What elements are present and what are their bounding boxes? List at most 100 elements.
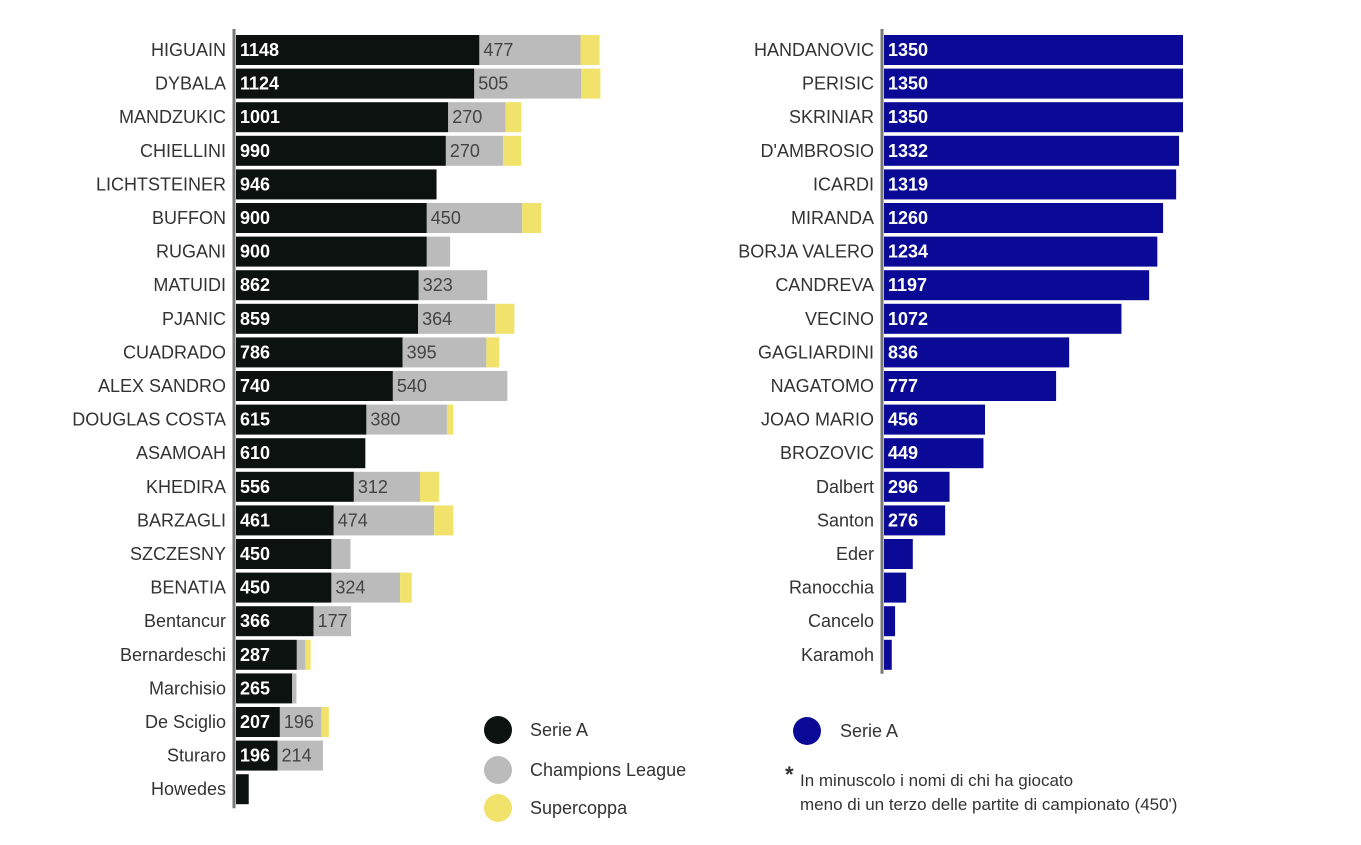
- juve-value-serie-a-alex-sandro: 740: [240, 376, 270, 396]
- juve-bar-champions-league-rugani: [426, 236, 451, 267]
- juve-value-champions-league-chiellini: 270: [450, 141, 480, 161]
- juve-value-serie-a-bentancur: 366: [240, 611, 270, 631]
- juve-bar-champions-league-higuain: [479, 35, 581, 65]
- inter-label-nagatomo: NAGATOMO: [771, 376, 874, 396]
- juve-value-serie-a-szczesny: 450: [240, 544, 270, 564]
- legend-swatch-supercoppa: [484, 794, 512, 822]
- inter-bar-serie-a-karamoh: [884, 639, 892, 670]
- inter-label-d-ambrosio: D'AMBROSIO: [761, 141, 874, 161]
- juve-value-champions-league-bentancur: 177: [318, 611, 348, 631]
- inter-value-serie-a-candreva: 1197: [888, 275, 927, 295]
- legend-right: Serie A: [793, 717, 898, 745]
- juve-value-champions-league-khedira: 312: [358, 477, 388, 497]
- legend-label-supercoppa: Supercoppa: [530, 798, 628, 818]
- juve-value-serie-a-buffon: 900: [240, 208, 270, 228]
- inter-label-vecino: VECINO: [805, 309, 874, 329]
- inter-value-serie-a-dalbert: 296: [888, 477, 918, 497]
- juve-value-serie-a-bernardeschi: 287: [240, 645, 270, 665]
- juve-value-serie-a-matuidi: 862: [240, 275, 270, 295]
- inter-bar-serie-a-nagatomo: [884, 371, 1057, 401]
- juve-label-howedes: Howedes: [151, 779, 226, 799]
- inter-value-serie-a-miranda: 1260: [888, 208, 928, 228]
- juve-bar-serie-a-mandzukic: [236, 102, 449, 133]
- juve-bar-serie-a-pjanic: [236, 303, 419, 334]
- juve-bar-serie-a-lichtsteiner: [236, 169, 437, 200]
- juve-label-dybala: DYBALA: [155, 74, 226, 94]
- juve-value-champions-league-sturaro: 214: [282, 746, 312, 766]
- inter-value-serie-a-icardi: 1319: [888, 174, 928, 194]
- inter-bar-serie-a-ranocchia: [884, 572, 907, 603]
- inter-bar-serie-a-cancelo: [884, 606, 896, 637]
- inter-value-serie-a-santon: 276: [888, 510, 918, 530]
- legend-swatch-serie-a: [484, 716, 512, 744]
- juve-bar-champions-league-douglas-costa: [366, 404, 447, 435]
- juve-bar-champions-league-matuidi: [418, 270, 488, 301]
- inter-bar-serie-a-borja-valero: [884, 236, 1158, 267]
- juve-value-champions-league-barzagli: 474: [338, 510, 368, 530]
- juve-bar-supercoppa-dybala: [581, 68, 601, 99]
- juve-label-benatia: BENATIA: [150, 578, 226, 598]
- inter-label-cancelo: Cancelo: [808, 611, 874, 631]
- inter-value-serie-a-nagatomo: 777: [888, 376, 918, 396]
- juve-value-champions-league-dybala: 505: [478, 74, 508, 94]
- juve-value-serie-a-douglas-costa: 615: [240, 410, 270, 430]
- inter-label-karamoh: Karamoh: [801, 645, 874, 665]
- juve-value-champions-league-pjanic: 364: [422, 309, 452, 329]
- juve-bar-champions-league-bentancur: [313, 606, 352, 637]
- inter-label-eder: Eder: [836, 544, 874, 564]
- juve-bar-champions-league-khedira: [353, 471, 421, 502]
- juve-bar-champions-league-mandzukic: [448, 102, 506, 133]
- juve-bar-serie-a-szczesny: [236, 539, 332, 569]
- juve-value-serie-a-de-sciglio: 207: [240, 712, 270, 732]
- inter-value-serie-a-vecino: 1072: [888, 309, 928, 329]
- juve-value-serie-a-benatia: 450: [240, 578, 270, 598]
- juve-bar-supercoppa-cuadrado: [486, 337, 500, 368]
- juve-bar-serie-a-rugani: [236, 236, 427, 267]
- footnote-line-1: In minuscolo i nomi di chi ha giocato: [800, 771, 1073, 790]
- juve-bar-supercoppa-barzagli: [434, 505, 454, 536]
- juve-value-champions-league-douglas-costa: 380: [370, 410, 400, 430]
- inter-label-candreva: CANDREVA: [775, 275, 874, 295]
- juve-bar-serie-a-buffon: [236, 203, 427, 233]
- juve-bar-champions-league-bernardeschi: [296, 639, 306, 670]
- inter-label-santon: Santon: [817, 510, 874, 530]
- juve-value-champions-league-alex-sandro: 540: [397, 376, 427, 396]
- juve-bar-champions-league-benatia: [331, 572, 401, 603]
- juventus-minutes-chart: HIGUAIN 1148 477 DYBALA 1124 505 MANDZUKIC 1001…: [72, 29, 601, 809]
- juve-bar-champions-league-sturaro: [277, 740, 323, 771]
- juve-bar-serie-a-chiellini: [236, 135, 446, 166]
- juve-value-serie-a-sturaro: 196: [240, 746, 270, 766]
- juve-label-pjanic: PJANIC: [162, 309, 226, 329]
- inter-bar-serie-a-icardi: [884, 169, 1177, 200]
- footnote-star: *: [785, 762, 794, 787]
- inter-bar-serie-a-gagliardini: [884, 337, 1070, 368]
- juve-label-douglas-costa: DOUGLAS COSTA: [72, 410, 226, 430]
- juve-bar-supercoppa-de-sciglio: [321, 707, 329, 737]
- inter-bar-serie-a-skriniar: [884, 102, 1184, 133]
- juve-label-bentancur: Bentancur: [144, 611, 226, 631]
- juve-bar-supercoppa-douglas-costa: [446, 404, 454, 435]
- legend-swatch-inter-serie-a: [793, 717, 821, 745]
- inter-label-ranocchia: Ranocchia: [789, 578, 875, 598]
- juve-label-szczesny: SZCZESNY: [130, 544, 226, 564]
- juve-bar-supercoppa-buffon: [522, 203, 542, 233]
- juve-label-marchisio: Marchisio: [149, 678, 226, 698]
- inter-bar-serie-a-santon: [884, 505, 946, 536]
- juve-label-de-sciglio: De Sciglio: [145, 712, 226, 732]
- juve-label-higuain: HIGUAIN: [151, 40, 226, 60]
- juve-bar-champions-league-barzagli: [333, 505, 435, 536]
- legend-label-champions-league: Champions League: [530, 760, 686, 780]
- juve-bar-serie-a-khedira: [236, 471, 354, 502]
- inter-bar-serie-a-miranda: [884, 203, 1164, 233]
- inter-bar-serie-a-dalbert: [884, 471, 950, 502]
- inter-bar-serie-a-vecino: [884, 303, 1122, 334]
- juve-bar-serie-a-alex-sandro: [236, 371, 393, 401]
- inter-label-perisic: PERISIC: [802, 74, 874, 94]
- juve-bar-supercoppa-pjanic: [495, 303, 515, 334]
- juve-label-rugani: RUGANI: [156, 242, 226, 262]
- legend-label-inter-serie-a: Serie A: [840, 721, 898, 741]
- inter-value-serie-a-handanovic: 1350: [888, 40, 928, 60]
- juve-value-serie-a-cuadrado: 786: [240, 342, 270, 362]
- juve-label-barzagli: BARZAGLI: [137, 510, 226, 530]
- inter-bar-serie-a-joao-mario: [884, 404, 986, 435]
